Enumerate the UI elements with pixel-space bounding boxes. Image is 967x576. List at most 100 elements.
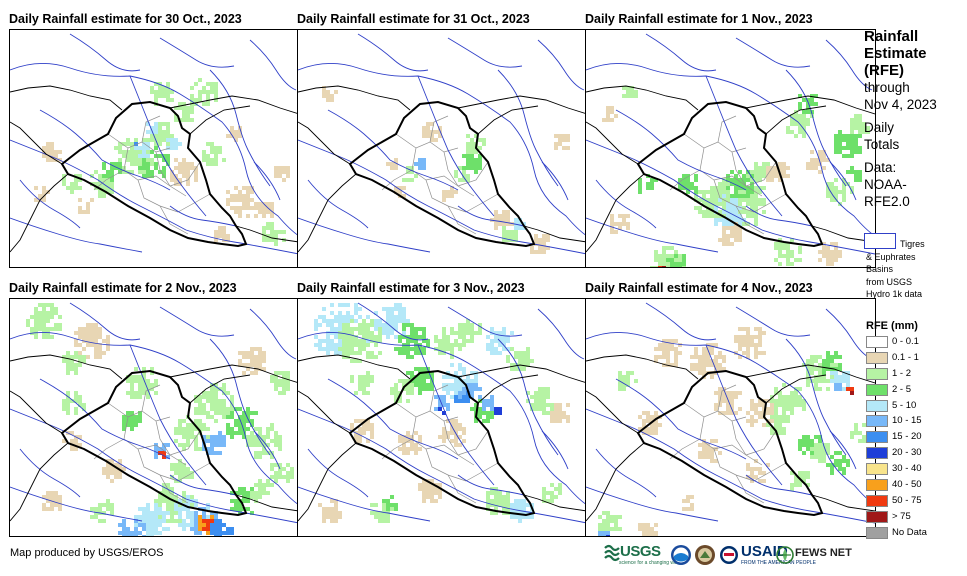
country-border bbox=[298, 354, 411, 380]
usgs-wave-icon bbox=[604, 544, 620, 562]
country-border bbox=[298, 390, 351, 434]
basin-key-line: from USGS bbox=[866, 276, 913, 287]
panel-nov-4: Daily Rainfall estimate for 4 Nov., 2023 bbox=[585, 278, 876, 537]
rainfall-map-svg bbox=[10, 33, 299, 255]
legend-swatch bbox=[866, 479, 888, 492]
basin-boundary bbox=[357, 33, 429, 72]
basin-boundary bbox=[209, 69, 271, 187]
province-boundary bbox=[735, 474, 765, 504]
rainfall-map bbox=[585, 298, 876, 537]
legend-swatch bbox=[866, 383, 888, 396]
basin-boundary bbox=[735, 37, 811, 68]
sidebar-data-source: NOAA- bbox=[864, 177, 907, 192]
basin-boundary bbox=[595, 448, 657, 498]
country-border bbox=[811, 225, 875, 243]
basin-boundary bbox=[169, 205, 237, 227]
legend-item: 40 - 50 bbox=[864, 478, 964, 494]
basin-boundary bbox=[417, 344, 495, 486]
legend-label: 10 - 15 bbox=[892, 415, 922, 427]
basin-boundary bbox=[829, 161, 857, 201]
rainfall-overlay bbox=[598, 327, 870, 536]
legend-label: > 75 bbox=[892, 510, 911, 522]
rainfall-map bbox=[297, 298, 588, 537]
province-boundary bbox=[411, 416, 459, 456]
rainfall-map-svg bbox=[586, 302, 875, 536]
legend-label: 20 - 30 bbox=[892, 447, 922, 459]
doi-seal-icon bbox=[695, 545, 715, 565]
rainfall-map bbox=[297, 29, 588, 268]
basin-boundary bbox=[298, 63, 587, 237]
legend-swatch bbox=[866, 367, 888, 380]
sidebar-through-date: Nov 4, 2023 bbox=[864, 97, 937, 112]
province-boundary bbox=[457, 161, 489, 187]
legend-swatch bbox=[866, 494, 888, 507]
basin-boundary bbox=[829, 430, 857, 470]
sidebar-daily: Daily bbox=[864, 120, 895, 135]
country-border bbox=[477, 105, 539, 135]
basin-boundary bbox=[745, 474, 813, 496]
fews-net-logo: FEWS NET bbox=[776, 540, 856, 570]
province-boundary bbox=[717, 384, 737, 412]
province-boundary bbox=[123, 147, 171, 187]
province-boundary bbox=[411, 147, 459, 187]
country-border bbox=[586, 354, 699, 380]
basin-boundary bbox=[307, 179, 369, 229]
basin-boundary bbox=[541, 430, 569, 470]
province-boundary bbox=[745, 161, 777, 187]
country-border bbox=[586, 173, 645, 253]
basin-boundary bbox=[298, 408, 587, 524]
basin-boundary bbox=[19, 179, 81, 229]
province-boundary bbox=[137, 179, 179, 213]
country-border bbox=[745, 95, 875, 115]
basin-boundary bbox=[10, 332, 299, 506]
basin-boundary bbox=[745, 205, 813, 227]
panel-title: Daily Rainfall estimate for 2 Nov., 2023 bbox=[9, 281, 237, 295]
province-boundary bbox=[713, 179, 755, 213]
map-credit: Map produced by USGS/EROS bbox=[10, 547, 164, 559]
basin-boundary bbox=[298, 217, 431, 253]
basin-boundary bbox=[253, 161, 281, 201]
province-boundary bbox=[429, 115, 449, 143]
legend-item: 0 - 0.1 bbox=[864, 335, 964, 351]
legend-item: 30 - 40 bbox=[864, 462, 964, 478]
basin-boundary bbox=[447, 306, 523, 337]
basin-boundary bbox=[307, 448, 369, 498]
province-boundary bbox=[141, 115, 161, 143]
panel-nov-3: Daily Rainfall estimate for 3 Nov., 2023 bbox=[297, 278, 588, 537]
noaa-logo bbox=[670, 540, 692, 570]
province-boundary bbox=[169, 430, 201, 456]
iraq-border bbox=[348, 369, 536, 517]
province-boundary bbox=[123, 416, 171, 456]
country-border bbox=[169, 364, 299, 384]
province-boundary bbox=[425, 448, 467, 482]
basin-boundary bbox=[595, 179, 657, 229]
basin-key-line: & Euphrates bbox=[866, 251, 916, 262]
rfe-legend: RFE (mm) 0 - 0.1 0.1 - 1 1 - 2 2 - 5 5 - 10 1… bbox=[864, 320, 964, 542]
basin-boundary bbox=[785, 69, 847, 187]
basin-boundary bbox=[253, 430, 281, 470]
province-boundary bbox=[465, 193, 499, 213]
legend-title: RFE (mm) bbox=[866, 320, 918, 332]
basin-boundary bbox=[69, 33, 141, 72]
panel-title: Daily Rainfall estimate for 1 Nov., 2023 bbox=[585, 12, 813, 26]
basin-boundary bbox=[209, 338, 271, 456]
basin-boundary bbox=[249, 308, 297, 360]
usaid-logo-text: USAID bbox=[741, 543, 788, 560]
province-boundary bbox=[425, 179, 467, 213]
legend-swatch bbox=[866, 447, 888, 460]
province-boundary bbox=[141, 384, 161, 412]
country-border bbox=[586, 442, 645, 522]
country-border bbox=[298, 85, 411, 111]
province-boundary bbox=[169, 161, 201, 187]
legend-swatch bbox=[866, 526, 888, 539]
country-border bbox=[235, 494, 299, 512]
sidebar-data-source: RFE2.0 bbox=[864, 194, 910, 209]
basin-boundary bbox=[298, 486, 431, 522]
iraq-border bbox=[60, 100, 248, 248]
country-border bbox=[10, 85, 123, 111]
rainfall-map-svg bbox=[298, 33, 587, 255]
legend-label: 5 - 10 bbox=[892, 399, 917, 411]
doi-logo bbox=[694, 540, 716, 570]
basin-boundary bbox=[586, 63, 875, 237]
legend-swatch bbox=[866, 431, 888, 444]
